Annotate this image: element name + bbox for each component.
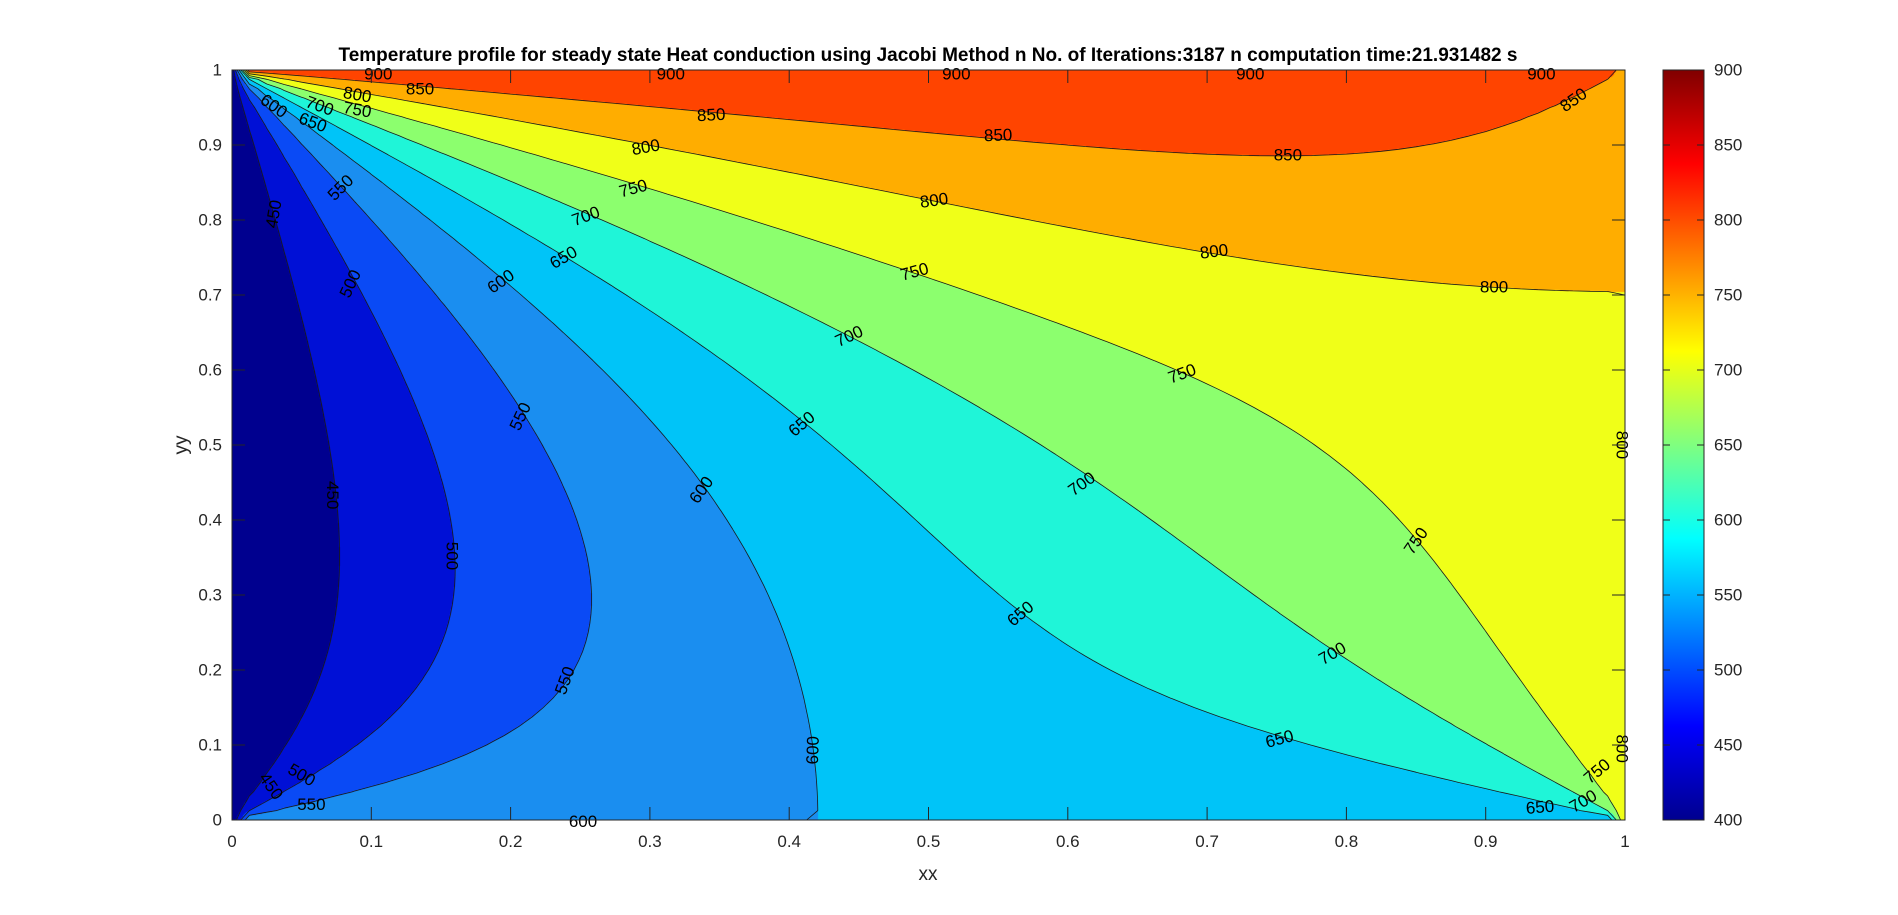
contour-line-500	[235, 70, 456, 820]
contour-label: 900	[657, 64, 685, 83]
y-axis-label: yy	[171, 435, 192, 455]
contour-line-750	[243, 70, 1621, 820]
x-tick-label: 0.4	[777, 832, 801, 851]
y-tick-label: 0.8	[198, 211, 222, 230]
contour-label: 600	[803, 736, 823, 765]
contour-label: 800	[1613, 735, 1632, 763]
x-tick-label: 0.6	[1056, 832, 1080, 851]
y-tick-label: 0.5	[198, 436, 222, 455]
contour-label: 900	[942, 64, 970, 83]
colorbar-tick-label: 400	[1714, 811, 1742, 830]
y-tick-label: 0.6	[198, 361, 222, 380]
contour-label: 800	[342, 83, 373, 107]
contour-line-650	[240, 70, 1613, 820]
x-axis-label: xx	[919, 864, 939, 885]
x-tick-label: 0.9	[1474, 832, 1498, 851]
colorbar-tick-label: 700	[1714, 361, 1742, 380]
x-tick-label: 0.3	[638, 832, 662, 851]
contour-label: 850	[697, 105, 726, 125]
colorbar-tick-label: 450	[1714, 736, 1742, 755]
contour-line-600	[238, 70, 819, 820]
colorbar-tick-label: 600	[1714, 511, 1742, 530]
contour-label: 550	[297, 795, 325, 814]
y-tick-label: 0.2	[198, 661, 222, 680]
contour-line-550	[236, 70, 592, 820]
contour-label: 800	[1199, 240, 1229, 262]
chart-title: Temperature profile for steady state Hea…	[339, 45, 1518, 66]
contour-label: 450	[323, 481, 342, 509]
contour-fill	[232, 70, 1625, 820]
contour-label: 850	[1274, 145, 1302, 164]
x-tick-label: 0.2	[499, 832, 523, 851]
x-tick-label: 0	[227, 832, 236, 851]
contour-line-700	[242, 70, 1617, 820]
contour-line-800	[245, 70, 1625, 820]
y-tick-label: 1	[213, 61, 222, 80]
contour-label: 850	[406, 79, 434, 98]
contour-label: 850	[984, 125, 1013, 145]
y-tick-label: 0	[213, 811, 222, 830]
contour-label: 650	[1525, 797, 1555, 818]
contour-label: 900	[364, 64, 392, 83]
colorbar-tick-label: 650	[1714, 436, 1742, 455]
x-axis-ticks: 0 0.1 0.2 0.3 0.4 0.5 0.6 0.7 0.8 0.9 1	[227, 70, 1630, 851]
contour-label: 600	[569, 812, 597, 831]
y-tick-label: 0.3	[198, 586, 222, 605]
contour-label: 900	[1527, 64, 1555, 83]
contour-label: 750	[342, 98, 373, 122]
colorbar-ticks: 400 450 500 550 600 650 700 750 800 850 900	[1663, 61, 1742, 830]
x-tick-label: 0.8	[1335, 832, 1359, 851]
y-tick-label: 0.1	[198, 736, 222, 755]
x-tick-label: 0.5	[917, 832, 941, 851]
x-tick-label: 0.1	[359, 832, 383, 851]
colorbar-tick-label: 550	[1714, 586, 1742, 605]
colorbar-tick-label: 850	[1714, 136, 1742, 155]
contour-line-450	[233, 70, 340, 820]
contour-label: 800	[919, 189, 950, 212]
x-tick-label: 0.7	[1195, 832, 1219, 851]
y-tick-label: 0.7	[198, 286, 222, 305]
colorbar-tick-label: 500	[1714, 661, 1742, 680]
y-tick-label: 0.4	[198, 511, 222, 530]
colorbar-tick-label: 750	[1714, 286, 1742, 305]
contour-label: 450	[262, 198, 286, 229]
x-tick-label: 1	[1620, 832, 1629, 851]
colorbar-tick-label: 900	[1714, 61, 1742, 80]
contour-label: 800	[630, 135, 661, 159]
y-axis-ticks: 0 0.1 0.2 0.3 0.4 0.5 0.6 0.7 0.8 0.9 1	[198, 61, 1625, 830]
contour-label: 500	[443, 542, 462, 570]
contour-label: 900	[1236, 64, 1264, 83]
y-tick-label: 0.9	[198, 136, 222, 155]
colorbar-tick-label: 800	[1714, 211, 1742, 230]
contour-line-850	[247, 70, 1617, 157]
contour-lines	[233, 70, 1625, 820]
contour-label: 800	[1480, 277, 1508, 296]
